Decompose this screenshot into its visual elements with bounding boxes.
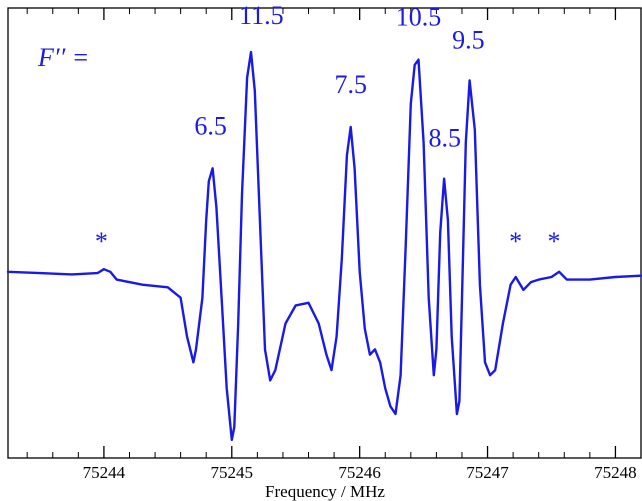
- x-axis-ticks: [26, 8, 642, 458]
- x-tick-label: 75247: [466, 463, 509, 482]
- asterisk-mark: *: [548, 227, 561, 256]
- x-tick-label: 75245: [211, 463, 254, 482]
- peak-label: 11.5: [239, 1, 284, 30]
- x-axis-label: Frequency / MHz: [265, 482, 385, 501]
- peak-label: 7.5: [334, 70, 367, 99]
- asterisk-mark: *: [95, 227, 108, 256]
- f-double-prime-label: F′′ =: [37, 43, 89, 72]
- peak-label: 9.5: [452, 25, 485, 54]
- series-line: [6, 50, 642, 442]
- peak-label: 8.5: [429, 124, 462, 153]
- peak-label: 10.5: [396, 3, 442, 32]
- x-tick-label: 75248: [594, 463, 637, 482]
- x-tick-labels: 75244 75245 75246 75247 75248: [83, 463, 637, 482]
- x-tick-label: 75244: [83, 463, 126, 482]
- peak-labels: 6.5 11.5 7.5 10.5 8.5 9.5: [194, 1, 484, 153]
- asterisk-marks: * * *: [95, 227, 561, 256]
- x-tick-label: 75246: [338, 463, 381, 482]
- peak-label: 6.5: [194, 111, 227, 140]
- plot-frame: [7, 7, 642, 459]
- asterisk-mark: *: [509, 227, 522, 256]
